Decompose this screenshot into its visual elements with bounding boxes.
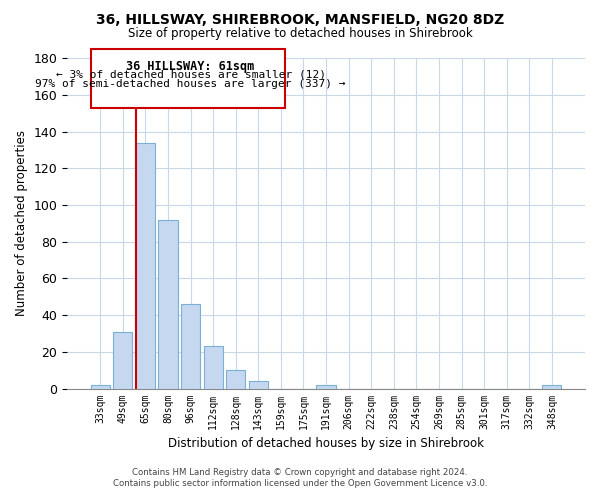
Text: ← 3% of detached houses are smaller (12): ← 3% of detached houses are smaller (12) xyxy=(56,69,326,79)
Text: Contains HM Land Registry data © Crown copyright and database right 2024.
Contai: Contains HM Land Registry data © Crown c… xyxy=(113,468,487,487)
Text: 36 HILLSWAY: 61sqm: 36 HILLSWAY: 61sqm xyxy=(127,60,255,73)
Bar xyxy=(249,381,268,388)
Bar xyxy=(113,332,133,388)
Bar xyxy=(91,385,110,388)
Bar xyxy=(316,385,335,388)
FancyBboxPatch shape xyxy=(91,49,285,108)
X-axis label: Distribution of detached houses by size in Shirebrook: Distribution of detached houses by size … xyxy=(168,437,484,450)
Bar xyxy=(542,385,562,388)
Y-axis label: Number of detached properties: Number of detached properties xyxy=(15,130,28,316)
Bar xyxy=(226,370,245,388)
Bar xyxy=(181,304,200,388)
Text: 36, HILLSWAY, SHIREBROOK, MANSFIELD, NG20 8DZ: 36, HILLSWAY, SHIREBROOK, MANSFIELD, NG2… xyxy=(96,12,504,26)
Bar xyxy=(136,142,155,388)
Bar xyxy=(203,346,223,389)
Text: Size of property relative to detached houses in Shirebrook: Size of property relative to detached ho… xyxy=(128,28,472,40)
Bar xyxy=(158,220,178,388)
Text: 97% of semi-detached houses are larger (337) →: 97% of semi-detached houses are larger (… xyxy=(35,80,346,90)
